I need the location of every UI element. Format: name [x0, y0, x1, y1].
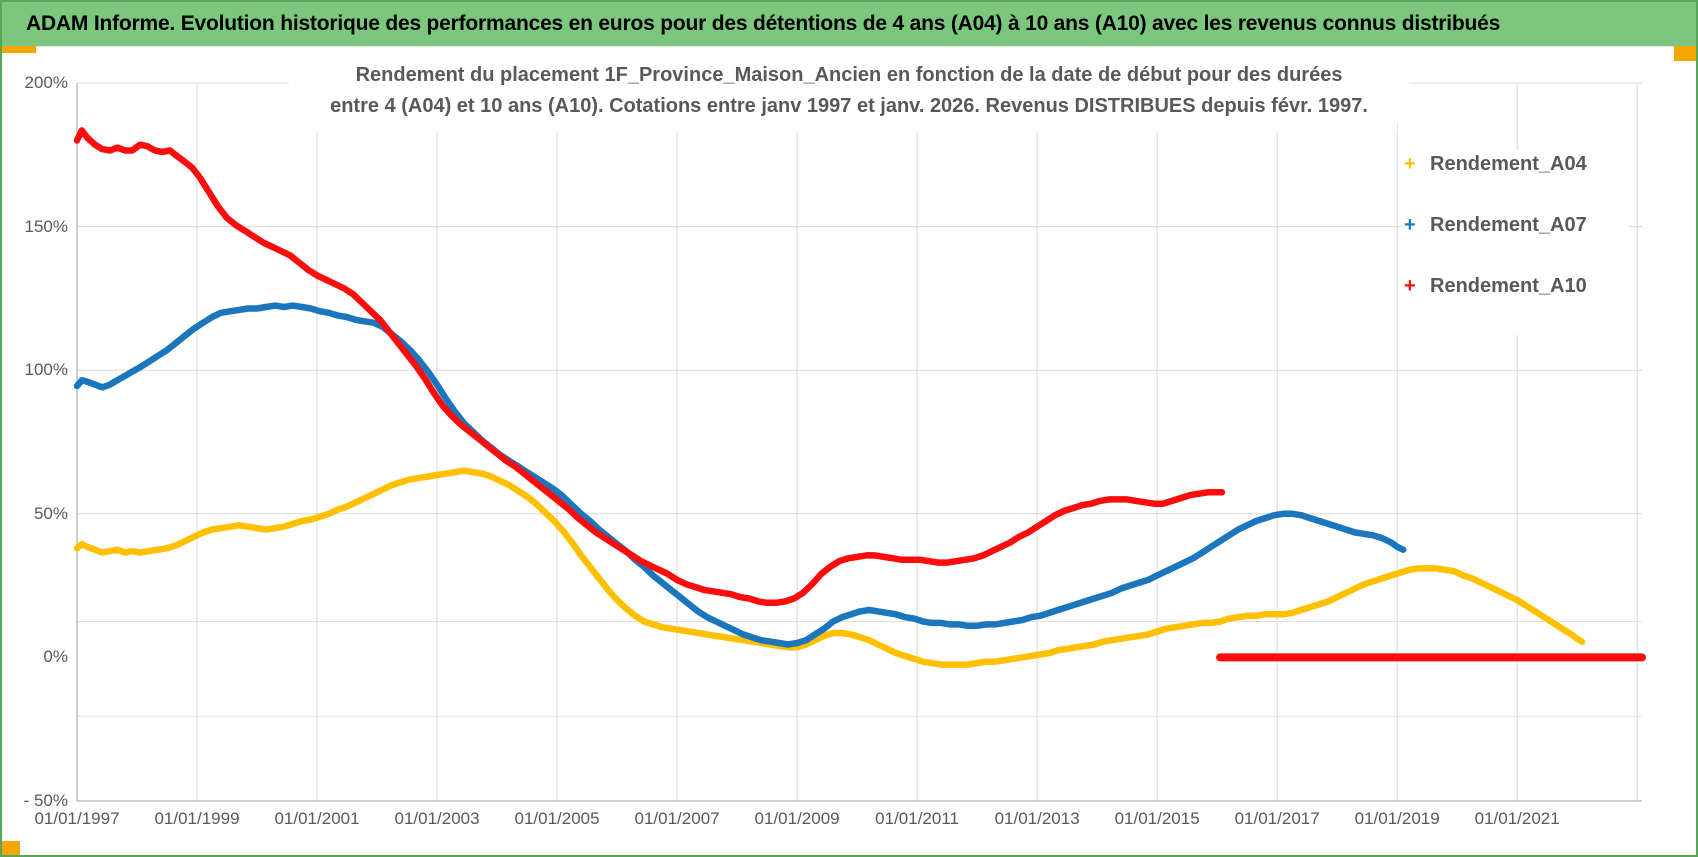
series-Rendement_A10 — [73, 127, 1226, 607]
x-tick-label: 01/01/1997 — [34, 809, 120, 828]
orange-accent-mark — [1674, 46, 1696, 61]
x-tick-label: 01/01/2009 — [754, 809, 840, 828]
series-Rendement_A07 — [73, 302, 1407, 648]
chart-title-line1: Rendement du placement 1F_Province_Maiso… — [355, 64, 1343, 86]
series-Rendement_A04 — [73, 467, 1586, 668]
x-tick-label: 01/01/1999 — [154, 809, 240, 828]
x-tick-label: 01/01/2017 — [1234, 809, 1320, 828]
x-tick-label: 01/01/2021 — [1474, 809, 1560, 828]
banner-title: ADAM Informe. Evolution historique des p… — [26, 12, 1501, 35]
y-tick-label: 200% — [24, 73, 68, 92]
orange-accent-mark — [2, 46, 36, 53]
x-tick-label: 01/01/2007 — [634, 809, 720, 828]
x-tick-label: 01/01/2001 — [274, 809, 360, 828]
y-tick-label: 150% — [24, 216, 68, 236]
x-tick-label: 01/01/2011 — [875, 809, 959, 828]
legend-label: Rendement_A04 — [1430, 152, 1587, 175]
plus-marker-icon: + — [1404, 275, 1416, 297]
chart-title-line2: entre 4 (A04) et 10 ans (A10). Cotations… — [330, 95, 1368, 117]
plus-marker-icon: + — [1404, 214, 1416, 236]
legend-label: Rendement_A10 — [1430, 274, 1587, 297]
x-tick-label: 01/01/2003 — [394, 809, 480, 828]
x-tick-label: 01/01/2013 — [994, 809, 1080, 828]
x-tick-label: 01/01/2019 — [1354, 809, 1440, 828]
banner: ADAM Informe. Evolution historique des p… — [2, 2, 1696, 47]
x-tick-label: 01/01/2005 — [514, 809, 600, 828]
legend-item-a04[interactable]: + Rendement_A04 — [1404, 152, 1629, 176]
chart-legend: + Rendement_A04 + Rendement_A07 + Rendem… — [1404, 152, 1629, 335]
legend-item-a10[interactable]: + Rendement_A10 — [1404, 274, 1629, 298]
legend-label: Rendement_A07 — [1430, 213, 1587, 236]
legend-item-a07[interactable]: + Rendement_A07 — [1404, 213, 1629, 237]
chart-title: Rendement du placement 1F_Province_Maiso… — [289, 60, 1409, 122]
y-tick-label: 50% — [33, 503, 68, 523]
orange-accent-mark — [2, 841, 20, 855]
plus-marker-icon: + — [1404, 153, 1416, 175]
y-tick-label: - 50% — [23, 791, 68, 810]
y-tick-label: 100% — [24, 360, 68, 380]
y-tick-label: 0% — [43, 647, 68, 667]
x-tick-label: 01/01/2015 — [1114, 809, 1200, 828]
